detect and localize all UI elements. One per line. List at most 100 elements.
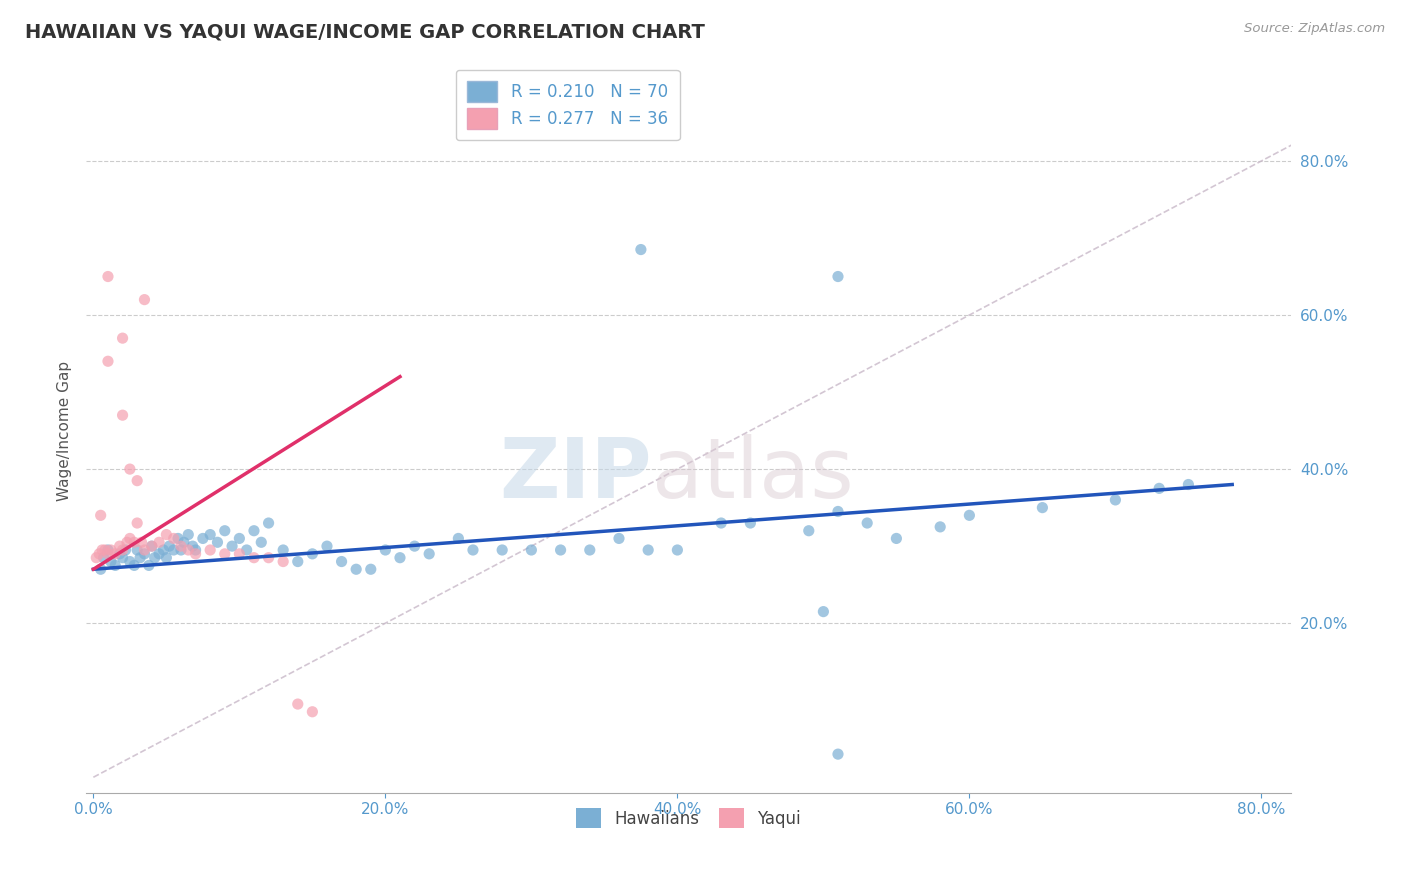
Point: [115, 535, 138, 549]
Point: [129, 550, 152, 565]
Point: [118, 555, 141, 569]
Point: [1031, 500, 1053, 515]
Point: [630, 243, 652, 257]
Point: [131, 535, 153, 549]
Point: [184, 543, 207, 558]
Point: [447, 532, 470, 546]
Point: [134, 547, 156, 561]
Point: [1104, 492, 1126, 507]
Point: [114, 543, 136, 558]
Point: [143, 550, 166, 565]
Point: [827, 747, 849, 761]
Point: [127, 474, 149, 488]
Point: [740, 516, 762, 530]
Point: [221, 539, 243, 553]
Point: [181, 539, 204, 553]
Point: [360, 562, 382, 576]
Point: [520, 543, 543, 558]
Point: [104, 547, 127, 561]
Point: [330, 555, 353, 569]
Point: [404, 539, 426, 553]
Point: [122, 558, 145, 573]
Point: [100, 555, 122, 569]
Point: [271, 555, 294, 569]
Point: [97, 547, 120, 561]
Point: [155, 550, 177, 565]
Point: [243, 524, 266, 538]
Point: [198, 527, 221, 541]
Point: [250, 535, 273, 549]
Point: [163, 543, 186, 558]
Y-axis label: Wage/Income Gap: Wage/Income Gap: [58, 360, 72, 500]
Point: [155, 527, 177, 541]
Point: [257, 516, 280, 530]
Point: [374, 543, 396, 558]
Point: [1177, 477, 1199, 491]
Point: [813, 605, 835, 619]
Point: [97, 543, 120, 558]
Point: [84, 550, 107, 565]
Point: [797, 524, 820, 538]
Point: [228, 532, 250, 546]
Point: [287, 555, 309, 569]
Point: [243, 550, 266, 565]
Point: [134, 293, 156, 307]
Point: [97, 269, 120, 284]
Point: [957, 508, 980, 523]
Point: [89, 547, 111, 561]
Point: [886, 532, 908, 546]
Point: [127, 516, 149, 530]
Point: [163, 532, 186, 546]
Point: [111, 408, 134, 422]
Point: [157, 539, 180, 553]
Point: [214, 524, 236, 538]
Point: [167, 532, 190, 546]
Point: [177, 543, 200, 558]
Point: [141, 539, 163, 553]
Point: [666, 543, 689, 558]
Point: [214, 547, 236, 561]
Text: Source: ZipAtlas.com: Source: ZipAtlas.com: [1244, 22, 1385, 36]
Point: [207, 535, 229, 549]
Point: [271, 543, 294, 558]
Point: [607, 532, 630, 546]
Legend: Hawaiians, Yaqui: Hawaiians, Yaqui: [569, 801, 807, 835]
Point: [118, 462, 141, 476]
Point: [152, 543, 174, 558]
Point: [170, 543, 193, 558]
Point: [141, 539, 163, 553]
Point: [91, 543, 114, 558]
Point: [127, 543, 149, 558]
Point: [177, 527, 200, 541]
Point: [122, 535, 145, 549]
Point: [198, 543, 221, 558]
Point: [118, 532, 141, 546]
Point: [90, 508, 112, 523]
Point: [287, 697, 309, 711]
Point: [827, 269, 849, 284]
Point: [301, 547, 323, 561]
Point: [148, 547, 170, 561]
Point: [111, 543, 134, 558]
Text: atlas: atlas: [652, 434, 853, 515]
Point: [173, 535, 195, 549]
Point: [856, 516, 879, 530]
Point: [111, 550, 134, 565]
Point: [827, 504, 849, 518]
Point: [93, 550, 115, 565]
Point: [134, 543, 156, 558]
Point: [1147, 481, 1170, 495]
Point: [148, 535, 170, 549]
Point: [578, 543, 600, 558]
Point: [491, 543, 513, 558]
Text: HAWAIIAN VS YAQUI WAGE/INCOME GAP CORRELATION CHART: HAWAIIAN VS YAQUI WAGE/INCOME GAP CORREL…: [25, 22, 706, 41]
Point: [929, 520, 952, 534]
Point: [97, 354, 120, 368]
Point: [191, 532, 214, 546]
Point: [111, 331, 134, 345]
Point: [461, 543, 484, 558]
Point: [344, 562, 367, 576]
Point: [94, 543, 117, 558]
Point: [418, 547, 440, 561]
Point: [550, 543, 572, 558]
